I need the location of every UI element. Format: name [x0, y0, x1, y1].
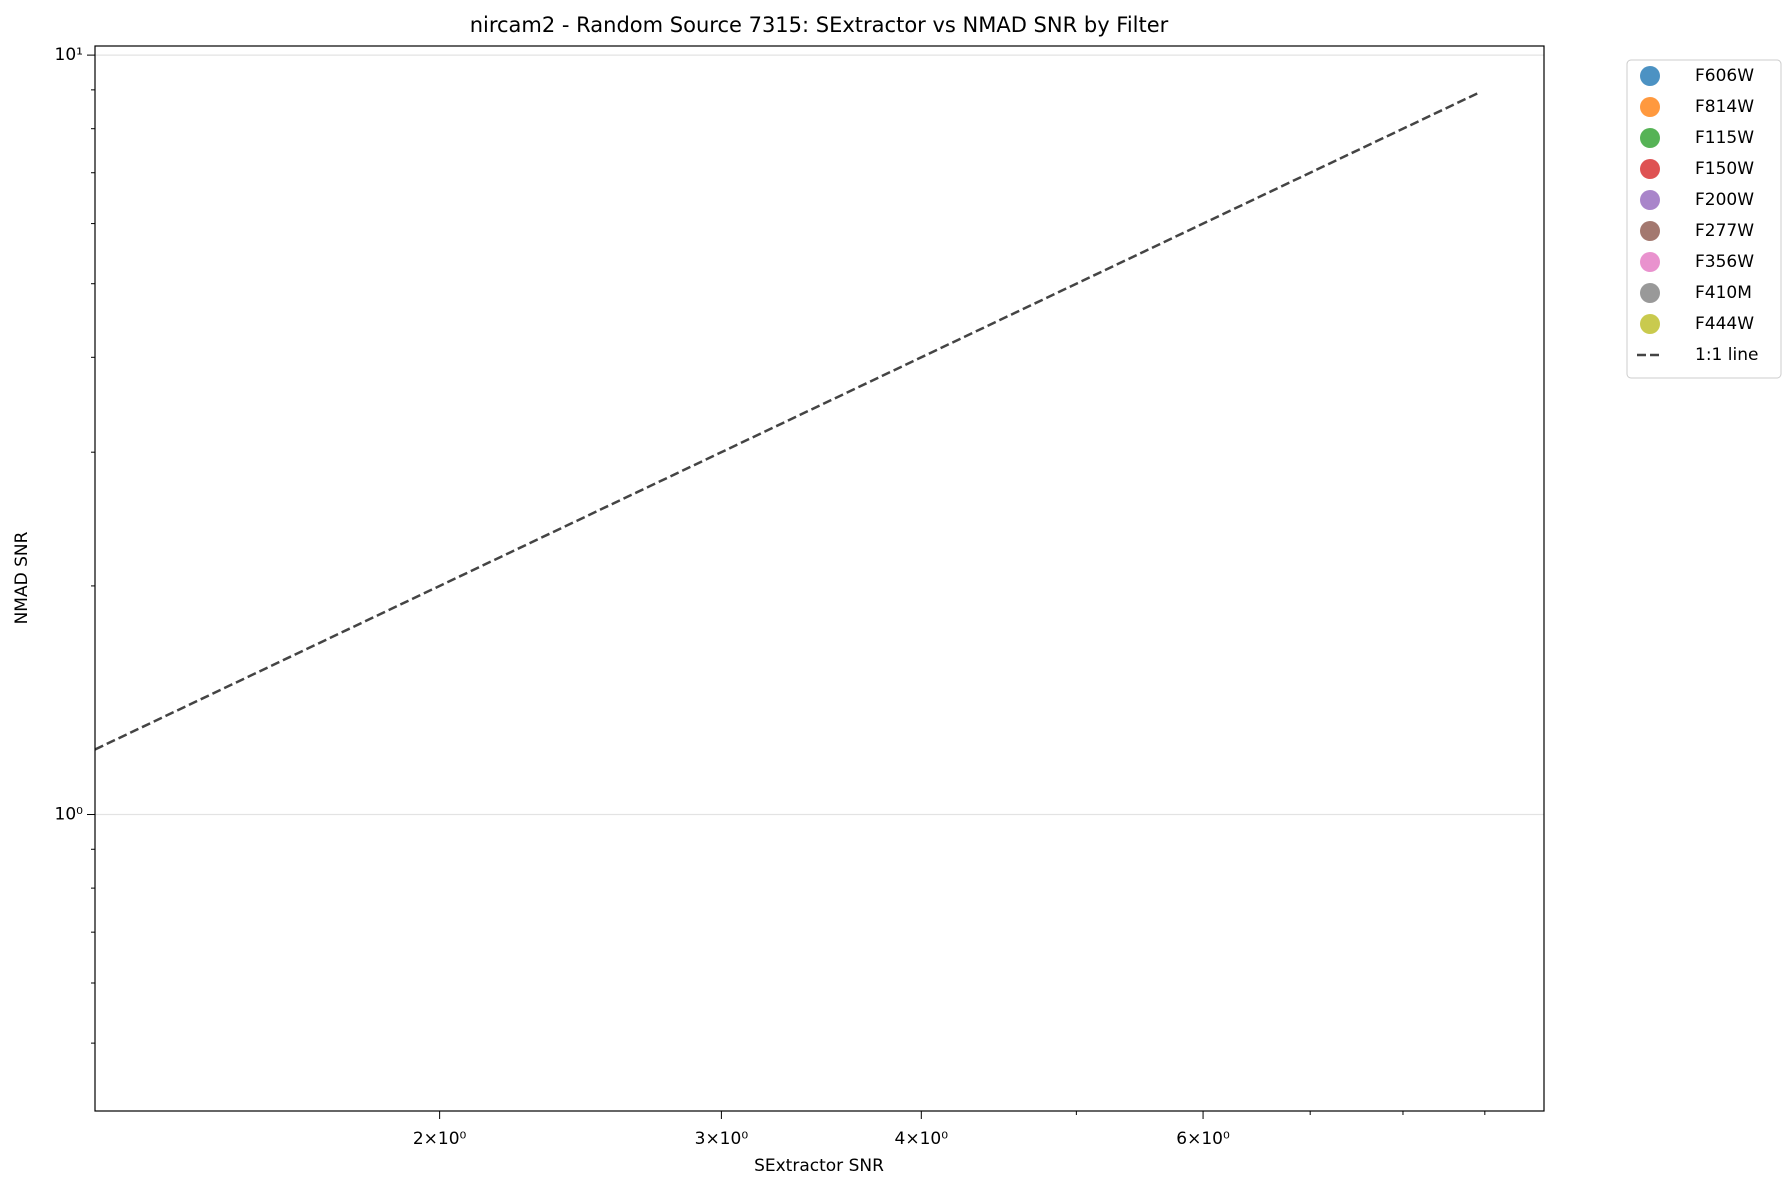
legend-marker	[1640, 66, 1660, 86]
legend-marker	[1640, 283, 1660, 303]
legend-label: F356W	[1695, 252, 1754, 272]
legend-marker	[1640, 314, 1660, 334]
legend-marker	[1640, 97, 1660, 117]
x-tick-label: 6×10⁰	[1176, 1129, 1230, 1149]
legend-marker	[1640, 252, 1660, 272]
legend-label: F277W	[1695, 221, 1754, 241]
legend-marker	[1640, 159, 1660, 179]
legend-label: F115W	[1695, 128, 1754, 148]
legend-marker	[1640, 128, 1660, 148]
legend-label: F814W	[1695, 97, 1754, 117]
legend-label: 1:1 line	[1695, 345, 1758, 365]
legend-label: F200W	[1695, 190, 1754, 210]
legend-label: F444W	[1695, 314, 1754, 334]
y-axis-label: NMAD SNR	[12, 531, 32, 624]
x-tick-label: 2×10⁰	[413, 1129, 467, 1149]
plot-frame	[94, 45, 1545, 1112]
y-tick-label: 10⁰	[55, 805, 84, 825]
legend-marker	[1640, 190, 1660, 210]
legend-label: F150W	[1695, 159, 1754, 179]
legend-box	[1626, 59, 1782, 379]
y-tick-label: 10¹	[55, 45, 83, 65]
x-axis-label: SExtractor SNR	[754, 1156, 884, 1176]
x-tick-label: 4×10⁰	[895, 1129, 949, 1149]
legend-marker	[1640, 221, 1660, 241]
x-tick-label: 3×10⁰	[695, 1129, 749, 1149]
chart-title: nircam2 - Random Source 7315: SExtractor…	[470, 13, 1169, 37]
line	[94, 92, 1479, 751]
legend-label: F410M	[1695, 283, 1752, 303]
legend-label: F606W	[1695, 66, 1754, 86]
